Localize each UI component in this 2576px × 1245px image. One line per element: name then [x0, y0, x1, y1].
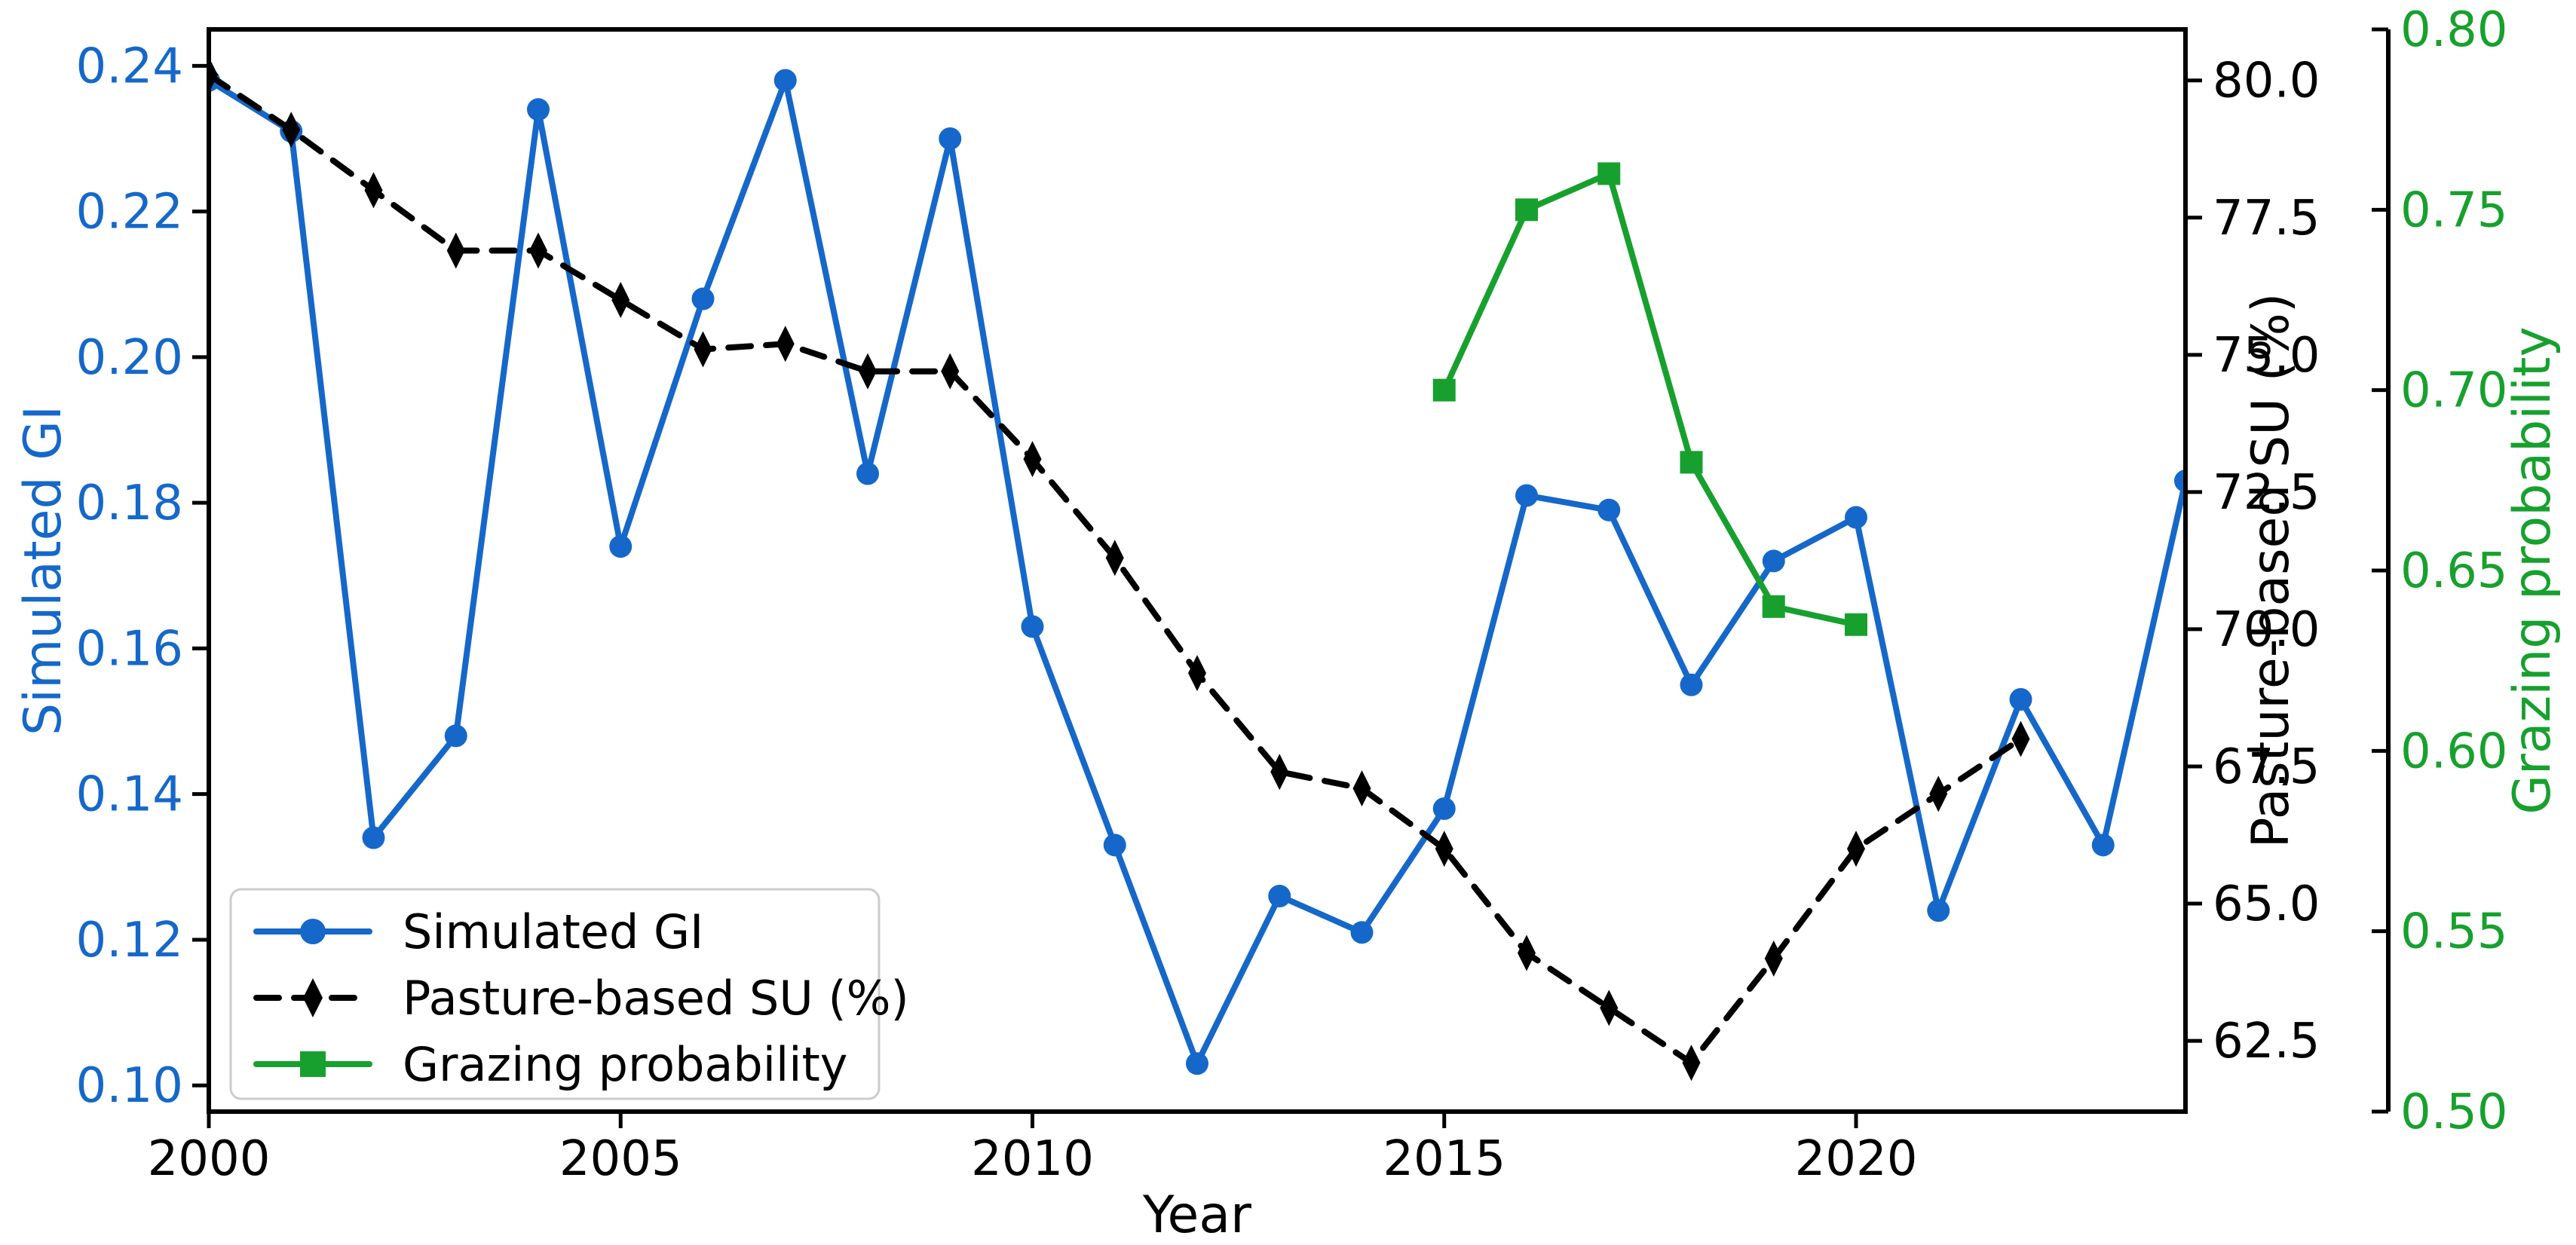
- gp-tick-label: 0.80: [2400, 2, 2508, 58]
- circle-marker: [2009, 688, 2032, 711]
- x-tick-label: 2005: [559, 1131, 682, 1187]
- x-axis-label: Year: [1142, 1185, 1251, 1245]
- diamond-marker: [529, 232, 547, 269]
- circle-marker: [1762, 549, 1785, 573]
- plot-area: [207, 57, 2187, 1081]
- square-marker: [1762, 595, 1785, 618]
- diamond-marker: [1188, 655, 1206, 692]
- circle-marker: [773, 69, 797, 92]
- circle-marker: [1927, 899, 1950, 922]
- diamond-marker: [1682, 1045, 1701, 1081]
- circle-marker: [1350, 921, 1374, 944]
- su-tick-label: 67.5: [2213, 739, 2320, 795]
- x-tick-label: 2010: [971, 1131, 1094, 1187]
- diamond-marker: [1518, 935, 1536, 971]
- left-tick-label: 0.20: [76, 330, 184, 386]
- left-tick-label: 0.10: [76, 1058, 184, 1114]
- diamond-marker: [1352, 770, 1371, 807]
- square-marker: [1597, 162, 1621, 185]
- square-marker: [1515, 198, 1538, 222]
- circle-marker: [1186, 1052, 1208, 1075]
- diamond-marker: [1600, 990, 1619, 1026]
- su-tick-label: 75.0: [2213, 328, 2320, 384]
- circle-marker: [444, 724, 467, 748]
- su-tick-label: 80.0: [2213, 54, 2320, 109]
- su-tick-label: 77.5: [2213, 191, 2320, 246]
- diamond-marker: [694, 331, 712, 368]
- diamond-marker: [776, 326, 795, 362]
- x-tick-label: 2020: [1795, 1131, 1918, 1187]
- circle-marker: [856, 462, 879, 485]
- diamond-marker: [1270, 754, 1289, 791]
- legend-circle-marker: [300, 919, 326, 944]
- legend-entry-label: Grazing probability: [403, 1037, 847, 1092]
- circle-marker: [1845, 506, 1867, 529]
- diamond-marker: [1023, 441, 1042, 478]
- diamond-marker: [446, 232, 465, 269]
- circle-marker: [1268, 884, 1291, 907]
- gp-tick-label: 0.55: [2400, 904, 2508, 960]
- left-tick-label: 0.18: [76, 476, 184, 531]
- su-tick-label: 70.0: [2213, 602, 2320, 658]
- diamond-marker: [282, 112, 301, 148]
- circle-marker: [1597, 498, 1621, 522]
- su-tick-label: 65.0: [2213, 876, 2320, 932]
- diamond-marker: [1764, 940, 1783, 977]
- circle-marker: [527, 98, 550, 121]
- legend-box: [229, 888, 881, 1100]
- gp-tick-label: 0.50: [2400, 1084, 2508, 1140]
- su-tick-label: 62.5: [2213, 1014, 2320, 1069]
- square-marker: [1845, 613, 1867, 636]
- su-axis-label: Pasture-based SU (%): [2241, 293, 2301, 849]
- gp-tick-label: 0.70: [2400, 363, 2508, 419]
- circle-marker: [1021, 615, 1044, 638]
- gp-tick-label: 0.75: [2400, 182, 2508, 238]
- diamond-marker: [941, 353, 960, 390]
- circle-marker: [691, 287, 715, 310]
- x-tick-label: 2000: [148, 1131, 271, 1187]
- circle-marker: [609, 535, 633, 558]
- circle-marker: [1103, 834, 1126, 857]
- gp-tick-label: 0.65: [2400, 543, 2508, 599]
- gp-tick-label: 0.60: [2400, 723, 2508, 779]
- left-tick-label: 0.24: [76, 38, 184, 94]
- circle-marker: [939, 127, 962, 150]
- diamond-marker: [2011, 720, 2030, 757]
- square-marker: [1432, 378, 1456, 402]
- left-tick-label: 0.16: [76, 621, 184, 677]
- diamond-marker: [859, 353, 877, 390]
- legend-entry-label: Simulated GI: [403, 904, 703, 959]
- circle-marker: [1680, 673, 1703, 696]
- left-tick-label: 0.12: [76, 913, 184, 968]
- gp-axis-label: Grazing probability: [2503, 326, 2562, 815]
- legend-diamond-marker: [303, 978, 323, 1017]
- diamond-marker: [611, 282, 630, 318]
- left-axis-label: Simulated GI: [14, 405, 73, 736]
- left-tick-label: 0.14: [76, 767, 184, 823]
- series-line-grazing-probability: [1441, 170, 1859, 628]
- diamond-marker: [364, 172, 383, 209]
- diamond-marker: [1929, 775, 1948, 812]
- x-tick-label: 2015: [1383, 1131, 1505, 1187]
- legend-entry-label: Pasture-based SU (%): [403, 971, 909, 1026]
- legend-square-marker: [300, 1051, 326, 1077]
- square-marker: [1680, 451, 1703, 474]
- diamond-marker: [1435, 831, 1453, 867]
- circle-marker: [1515, 484, 1538, 507]
- circle-marker: [362, 826, 385, 849]
- left-tick-label: 0.22: [76, 185, 184, 240]
- circle-marker: [2091, 834, 2115, 857]
- circle-marker: [1432, 797, 1456, 820]
- su-tick-label: 72.5: [2213, 465, 2320, 521]
- diamond-marker: [1847, 831, 1865, 867]
- diamond-marker: [1105, 540, 1124, 577]
